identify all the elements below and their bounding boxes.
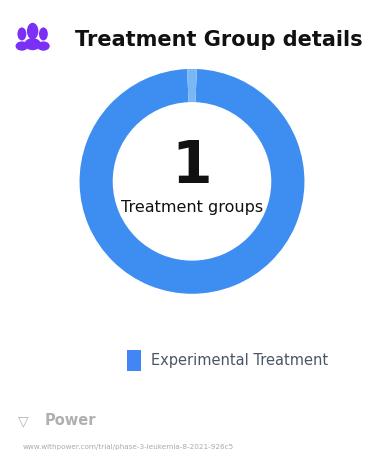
Text: www.withpower.com/trial/phase-3-leukemia-8-2021-926c5: www.withpower.com/trial/phase-3-leukemia…	[23, 445, 234, 450]
Text: ▽: ▽	[18, 414, 28, 428]
FancyBboxPatch shape	[127, 350, 141, 371]
Text: Treatment groups: Treatment groups	[121, 200, 263, 215]
Text: Experimental Treatment: Experimental Treatment	[151, 353, 328, 368]
Wedge shape	[79, 69, 305, 294]
Ellipse shape	[39, 27, 48, 40]
Text: Treatment Group details: Treatment Group details	[75, 29, 363, 50]
Ellipse shape	[27, 23, 38, 40]
Text: 1: 1	[172, 139, 212, 195]
Ellipse shape	[37, 41, 50, 51]
Ellipse shape	[15, 41, 28, 51]
Ellipse shape	[17, 27, 26, 40]
Text: Power: Power	[44, 413, 96, 428]
Wedge shape	[187, 69, 197, 102]
Ellipse shape	[25, 38, 41, 50]
